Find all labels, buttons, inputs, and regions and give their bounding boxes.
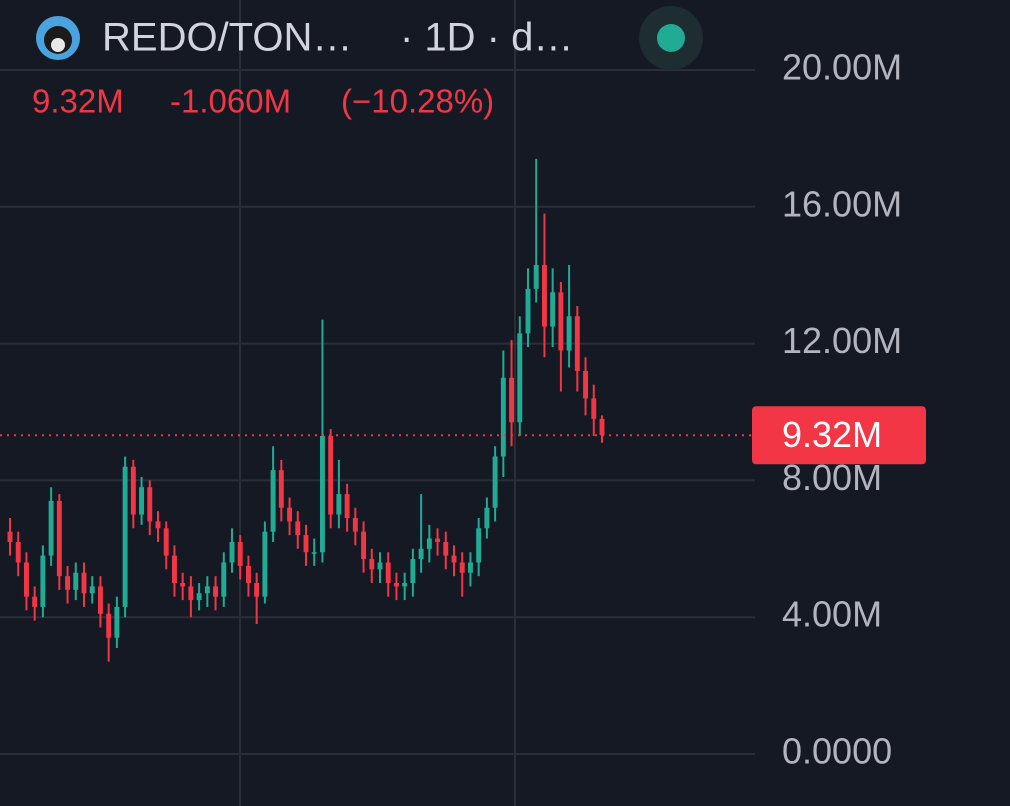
candle-body <box>451 555 457 563</box>
candle-body <box>385 562 391 583</box>
candle-body <box>525 288 531 334</box>
candle-body <box>73 572 79 590</box>
y-tick-label: 16.00M <box>782 183 902 224</box>
candle-body <box>591 398 597 419</box>
candle-body <box>180 583 186 587</box>
candle-body <box>270 470 276 532</box>
candle-body <box>583 370 589 399</box>
candle-body <box>550 292 556 327</box>
candle-body <box>533 264 539 289</box>
candle-body <box>303 535 309 553</box>
candle-body <box>361 531 367 560</box>
candle-body <box>541 264 547 327</box>
candle-body <box>426 538 432 549</box>
y-tick-label: 20.00M <box>782 47 902 88</box>
candle-body <box>23 562 29 597</box>
candle-body <box>459 562 465 573</box>
candle-body <box>245 565 251 583</box>
candle-body <box>377 562 383 570</box>
candle-body <box>196 593 202 601</box>
candle-body <box>97 586 103 614</box>
candle-body <box>147 487 153 522</box>
candle-body <box>40 555 46 607</box>
candle-body <box>517 333 523 423</box>
candle-body <box>467 562 473 573</box>
candle-body <box>237 541 243 566</box>
candle-body <box>295 521 301 536</box>
candle-body <box>443 541 449 556</box>
change-pct: (−10.28%) <box>341 83 494 120</box>
interval: · 1D · d… <box>400 16 573 60</box>
candle-body <box>213 586 219 597</box>
candle-body <box>500 377 506 457</box>
candle-body <box>155 521 161 529</box>
candle-body <box>81 572 87 594</box>
candle-body <box>492 456 498 508</box>
candle-body <box>344 494 350 519</box>
candle-body <box>287 507 293 522</box>
candle-body <box>393 583 399 587</box>
last-price-box <box>752 406 926 465</box>
candle-body <box>558 292 564 351</box>
candle-body <box>476 528 482 563</box>
candle-body <box>319 435 325 553</box>
candle-body <box>599 418 605 436</box>
candle-body <box>336 494 342 515</box>
candle-body <box>171 555 177 583</box>
candle-body <box>566 316 572 351</box>
candle-body <box>130 466 136 515</box>
candle-body <box>402 583 408 587</box>
candle-body <box>254 583 260 597</box>
symbol-icon-mouth <box>51 38 65 52</box>
candle-body <box>204 586 210 594</box>
last-price-label: 9.32M <box>782 414 882 455</box>
candle-body <box>139 487 145 515</box>
candle-body <box>418 548 424 560</box>
candle-body <box>574 316 580 371</box>
candle-body <box>7 531 13 542</box>
candle-body <box>56 500 62 577</box>
candle-body <box>48 500 54 556</box>
candle-body <box>435 538 441 542</box>
candle-body <box>369 559 375 570</box>
candle-body <box>122 466 128 607</box>
candle-body <box>509 377 515 423</box>
status-dot <box>657 24 685 52</box>
candle-body <box>188 586 194 601</box>
candle-body <box>311 552 317 554</box>
last-price-header: 9.32M <box>32 83 124 120</box>
y-tick-label: 0.0000 <box>782 731 892 772</box>
candle-body <box>410 559 416 583</box>
candle-body <box>229 541 235 563</box>
candle-body <box>106 613 112 638</box>
y-tick-label: 12.00M <box>782 320 902 361</box>
candle-body <box>221 562 227 597</box>
candle-body <box>352 518 358 532</box>
candle-body <box>278 470 284 508</box>
candle-body <box>328 435 334 515</box>
candle-body <box>65 576 71 590</box>
candle-body <box>163 528 169 556</box>
y-tick-label: 4.00M <box>782 594 882 635</box>
change: -1.060M <box>170 83 291 120</box>
candle-body <box>89 586 95 594</box>
candle-body <box>32 596 38 607</box>
candle-body <box>15 541 21 563</box>
symbol: REDO/TON… <box>102 16 352 60</box>
candle-body <box>484 507 490 529</box>
candle-body <box>114 606 120 638</box>
candle-body <box>262 531 268 597</box>
